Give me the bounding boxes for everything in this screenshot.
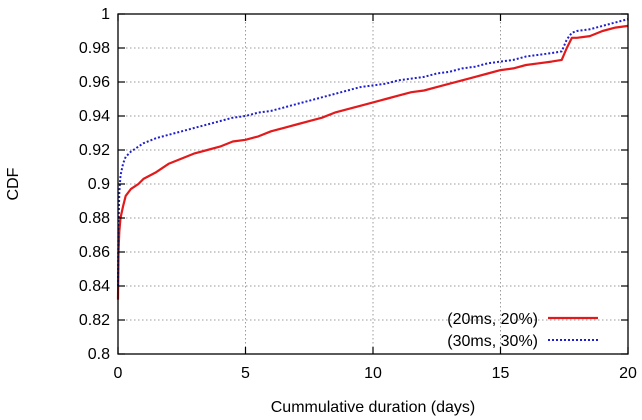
y-tick-label: 0.8 xyxy=(88,346,110,363)
x-axis-title: Cummulative duration (days) xyxy=(271,399,476,416)
y-tick-label: 0.84 xyxy=(79,278,110,295)
y-axis-title: CDF xyxy=(5,167,22,200)
legend: (20ms, 20%) (30ms, 30%) xyxy=(447,311,598,350)
legend-label-series-2: (30ms, 30%) xyxy=(447,333,538,350)
legend-label-series-1: (20ms, 20%) xyxy=(447,311,538,328)
y-tick-label: 0.9 xyxy=(88,176,110,193)
y-tick-labels: 0.8 0.82 0.84 0.86 0.88 0.9 0.92 0.94 0.96 0.98 1 xyxy=(79,6,110,363)
x-tick-label: 0 xyxy=(114,365,123,382)
y-tick-label: 0.92 xyxy=(79,142,110,159)
series-line-1 xyxy=(116,24,629,300)
y-tick-label: 0.98 xyxy=(79,40,110,57)
y-tick-label: 0.82 xyxy=(79,312,110,329)
grid xyxy=(118,14,628,354)
x-tick-label: 15 xyxy=(492,365,510,382)
y-tick-label: 0.86 xyxy=(79,244,110,261)
y-tick-label: 0.94 xyxy=(79,108,110,125)
series-line-2 xyxy=(117,18,629,287)
axis-ticks xyxy=(117,13,629,355)
x-tick-label: 10 xyxy=(364,365,382,382)
x-tick-label: 20 xyxy=(619,365,637,382)
y-tick-label: 1 xyxy=(101,6,110,23)
x-tick-label: 5 xyxy=(241,365,250,382)
x-tick-labels: 0 5 10 15 20 xyxy=(114,365,637,382)
series-lines xyxy=(116,18,629,300)
y-tick-label: 0.96 xyxy=(79,74,110,91)
y-tick-label: 0.88 xyxy=(79,210,110,227)
